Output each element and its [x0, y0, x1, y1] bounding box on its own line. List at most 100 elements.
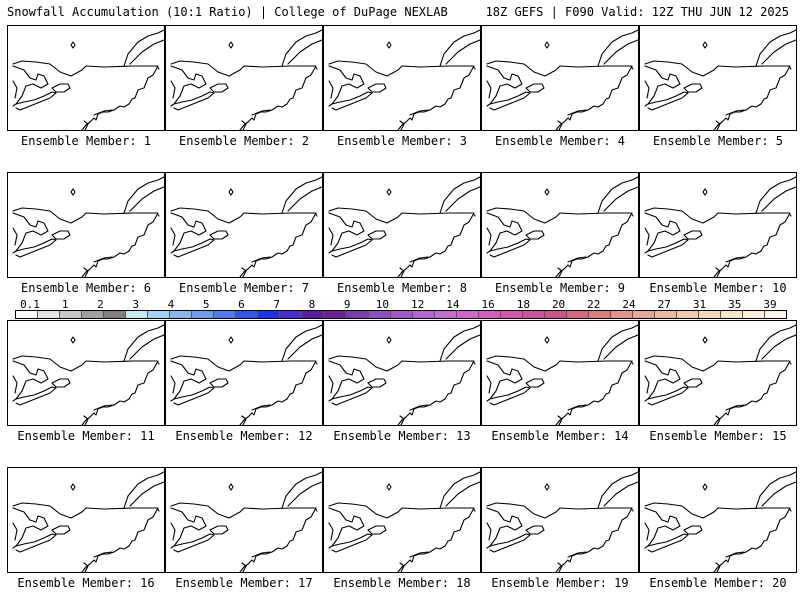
- colorbar-swatch: [654, 311, 677, 318]
- colorbar-swatch: [214, 311, 237, 318]
- basemap-outline: [328, 324, 480, 425]
- colorbar-tick: 8: [308, 298, 316, 311]
- colorbar-swatch: [148, 311, 171, 318]
- basemap-outline: [12, 29, 164, 130]
- colorbar-tick: 4: [167, 298, 175, 311]
- colorbar-swatch: [346, 311, 369, 318]
- ensemble-member-map: [7, 320, 165, 426]
- colorbar-swatch: [676, 311, 699, 318]
- basemap-outline: [644, 471, 796, 572]
- colorbar-swatch: [16, 311, 39, 318]
- colorbar-swatch: [588, 311, 611, 318]
- ensemble-member-label: Ensemble Member: 7: [178, 281, 310, 295]
- colorbar-tick: 5: [202, 298, 210, 311]
- colorbar-tick: 27: [657, 298, 671, 311]
- ensemble-member-label: Ensemble Member: 18: [333, 576, 471, 590]
- colorbar-tick: 9: [343, 298, 351, 311]
- colorbar-tick: 10: [375, 298, 389, 311]
- colorbar-swatch: [743, 311, 766, 318]
- colorbar-tick: 24: [622, 298, 636, 311]
- basemap-outline: [644, 176, 796, 277]
- ensemble-member-label: Ensemble Member: 1: [20, 134, 152, 148]
- colorbar-swatch: [82, 311, 105, 318]
- ensemble-member-map: [165, 25, 323, 131]
- colorbar-swatch: [500, 311, 523, 318]
- basemap-outline: [170, 29, 322, 130]
- colorbar-swatch: [324, 311, 347, 318]
- ensemble-member-label: Ensemble Member: 4: [494, 134, 626, 148]
- basemap-outline: [486, 176, 638, 277]
- colorbar-swatch: [412, 311, 435, 318]
- colorbar-swatch: [368, 311, 391, 318]
- colorbar-swatch: [126, 311, 149, 318]
- ensemble-member-map: [165, 320, 323, 426]
- colorbar-tick: 12: [410, 298, 425, 311]
- colorbar-tick: 16: [481, 298, 495, 311]
- ensemble-member-label: Ensemble Member: 13: [333, 429, 471, 443]
- colorbar-swatch: [434, 311, 457, 318]
- colorbar-tick: 20: [551, 298, 566, 311]
- basemap-outline: [170, 324, 322, 425]
- basemap-outline: [170, 471, 322, 572]
- ensemble-member-label: Ensemble Member: 5: [652, 134, 784, 148]
- ensemble-member-label: Ensemble Member: 14: [491, 429, 629, 443]
- basemap-outline: [328, 29, 480, 130]
- colorbar-tick: 35: [728, 298, 742, 311]
- ensemble-member-map: [165, 172, 323, 278]
- basemap-outline: [12, 471, 164, 572]
- basemap-outline: [12, 176, 164, 277]
- basemap-outline: [486, 29, 638, 130]
- ensemble-member-map: [7, 172, 165, 278]
- colorbar-swatch: [478, 311, 501, 318]
- colorbar-tick: 7: [273, 298, 280, 311]
- ensemble-member-label: Ensemble Member: 11: [17, 429, 155, 443]
- ensemble-member-label: Ensemble Member: 2: [178, 134, 310, 148]
- ensemble-member-map: [481, 320, 639, 426]
- ensemble-member-map: [7, 25, 165, 131]
- ensemble-member-map: [481, 25, 639, 131]
- colorbar-tick: 6: [238, 298, 245, 311]
- colorbar-swatch: [236, 311, 259, 318]
- colorbar-swatch: [104, 311, 127, 318]
- colorbar-swatch: [698, 311, 721, 318]
- snowfall-colorbar: [15, 310, 787, 319]
- colorbar-swatch: [721, 311, 744, 318]
- ensemble-member-map: [481, 467, 639, 573]
- ensemble-member-label: Ensemble Member: 9: [494, 281, 626, 295]
- colorbar-tick: 18: [516, 298, 530, 311]
- ensemble-member-map: [7, 467, 165, 573]
- basemap-outline: [486, 324, 638, 425]
- ensemble-member-label: Ensemble Member: 19: [491, 576, 629, 590]
- colorbar-swatch: [566, 311, 589, 318]
- colorbar-swatch: [170, 311, 193, 318]
- ensemble-member-map: [639, 320, 797, 426]
- colorbar-swatch: [302, 311, 325, 318]
- colorbar-tick: 31: [692, 298, 707, 311]
- model-run-info: 18Z GEFS | F090 Valid: 12Z THU JUN 12 20…: [485, 5, 789, 19]
- ensemble-member-label: Ensemble Member: 3: [336, 134, 468, 148]
- ensemble-member-map: [323, 467, 481, 573]
- colorbar-swatch: [390, 311, 413, 318]
- colorbar-swatch: [258, 311, 281, 318]
- ensemble-member-label: Ensemble Member: 10: [649, 281, 787, 295]
- colorbar-swatch: [610, 311, 633, 318]
- ensemble-member-map: [323, 25, 481, 131]
- ensemble-member-label: Ensemble Member: 16: [17, 576, 155, 590]
- ensemble-member-label: Ensemble Member: 20: [649, 576, 787, 590]
- ensemble-member-map: [639, 172, 797, 278]
- basemap-outline: [644, 324, 796, 425]
- colorbar-swatch: [60, 311, 83, 318]
- colorbar-swatch: [765, 311, 787, 318]
- ensemble-member-map: [323, 320, 481, 426]
- ensemble-member-map: [481, 172, 639, 278]
- ensemble-member-map: [165, 467, 323, 573]
- ensemble-member-label: Ensemble Member: 12: [175, 429, 313, 443]
- ensemble-member-map: [639, 467, 797, 573]
- colorbar-swatch: [522, 311, 545, 318]
- basemap-outline: [170, 176, 322, 277]
- colorbar-tick: 1: [61, 298, 69, 311]
- basemap-outline: [12, 324, 164, 425]
- colorbar-tick: 39: [763, 298, 777, 311]
- basemap-outline: [644, 29, 796, 130]
- colorbar-tick: 22: [587, 298, 601, 311]
